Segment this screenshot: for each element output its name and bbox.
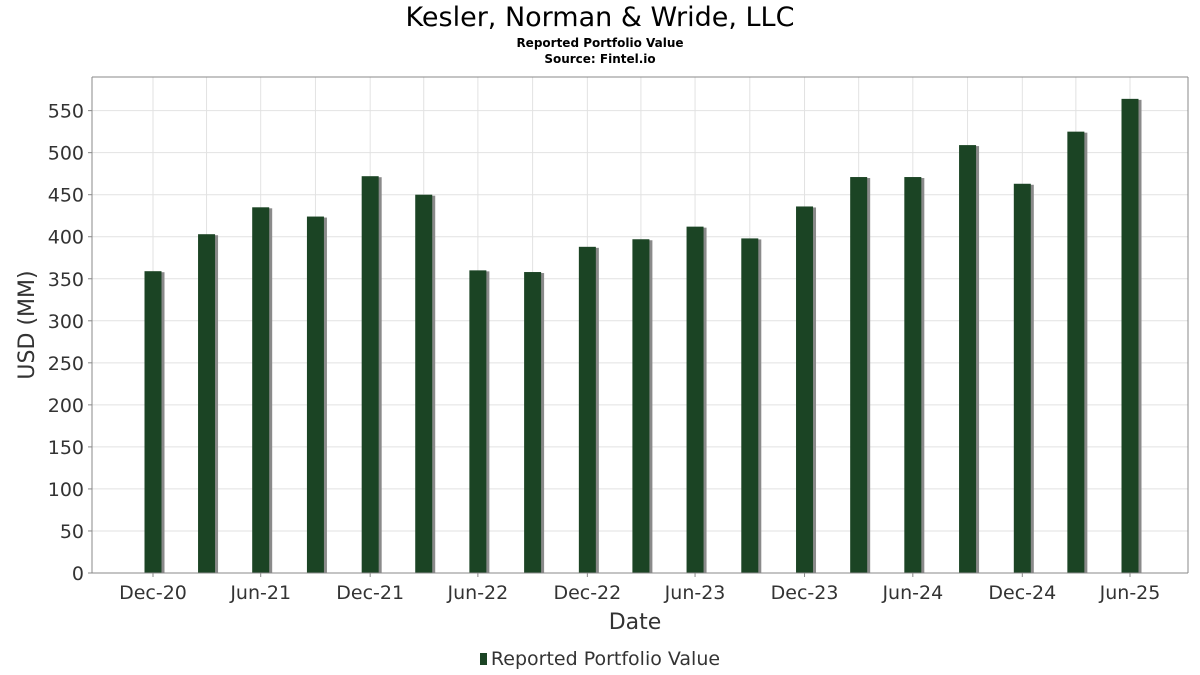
- bar: [1067, 131, 1085, 573]
- x-tick-label: Dec-23: [771, 582, 839, 604]
- bar: [198, 234, 216, 573]
- chart-subtitle: Reported Portfolio Value: [516, 36, 684, 50]
- y-tick-label: 400: [48, 227, 84, 249]
- bar: [252, 207, 270, 573]
- x-tick-label: Jun-24: [881, 582, 943, 604]
- chart-legend: Reported Portfolio Value: [0, 648, 1200, 670]
- bar: [1121, 98, 1139, 573]
- y-tick-label: 500: [48, 143, 84, 165]
- y-tick-label: 50: [60, 521, 84, 543]
- x-tick-label: Dec-21: [336, 582, 404, 604]
- bar: [796, 206, 814, 573]
- bar: [361, 176, 379, 573]
- y-tick-label: 100: [48, 479, 84, 501]
- bar: [686, 226, 704, 573]
- x-tick-label: Jun-21: [229, 582, 291, 604]
- bar: [524, 272, 542, 573]
- bar: [578, 246, 596, 573]
- bar: [632, 239, 650, 573]
- y-tick-label: 250: [48, 353, 84, 375]
- x-axis-title: Date: [609, 610, 662, 635]
- x-tick-label: Jun-25: [1099, 582, 1161, 604]
- chart-source: Source: Fintel.io: [544, 52, 656, 66]
- bar: [850, 177, 868, 573]
- legend-swatch: [479, 653, 487, 665]
- y-tick-label: 0: [72, 563, 84, 585]
- bar: [904, 177, 922, 573]
- bar: [415, 194, 433, 573]
- y-tick-label: 450: [48, 185, 84, 207]
- bar: [959, 145, 977, 573]
- x-tick-label: Dec-24: [988, 582, 1056, 604]
- bar: [741, 238, 759, 574]
- y-tick-label: 200: [48, 395, 84, 417]
- portfolio-bar-chart: 0 50 100 150 200 250 300 350 400 450 500 550 Dec-20 J…: [15, 76, 1189, 635]
- x-tick-label: Jun-22: [447, 582, 509, 604]
- chart-title: Kesler, Norman & Wride, LLC: [405, 2, 795, 33]
- legend-label: Reported Portfolio Value: [490, 648, 721, 670]
- x-tick-label: Jun-23: [664, 582, 726, 604]
- bar: [1013, 183, 1031, 573]
- y-tick-label: 150: [48, 437, 84, 459]
- bar: [306, 216, 324, 573]
- bar: [144, 271, 162, 573]
- y-axis-title: USD (MM): [15, 270, 40, 379]
- x-tick-label: Dec-22: [553, 582, 621, 604]
- y-tick-label: 550: [48, 101, 84, 123]
- x-tick-label: Dec-20: [119, 582, 187, 604]
- bar: [469, 270, 487, 573]
- y-tick-label: 300: [48, 311, 84, 333]
- y-tick-label: 350: [48, 269, 84, 291]
